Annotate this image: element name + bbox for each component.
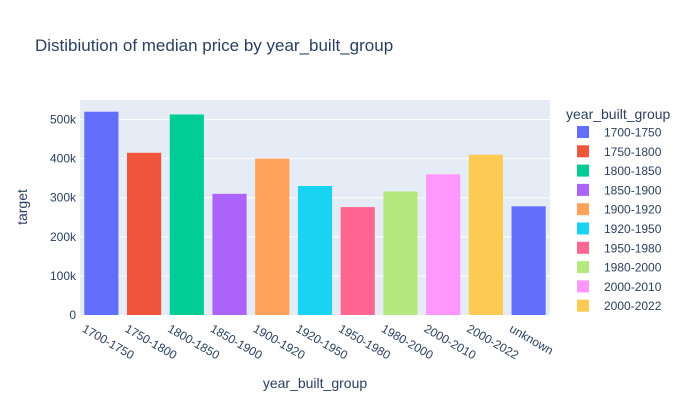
x-axis-ticks: 1700-17501750-18001800-18501850-19001900… [80,321,556,362]
y-tick-label: 0 [69,308,76,322]
y-tick-label: 100k [50,269,77,283]
legend-item[interactable]: 1980-2000 [577,261,662,275]
legend-items: 1700-1750 1750-1800 1800-1850 1850-1900 1900… [577,126,662,313]
legend-label: 1980-2000 [604,261,662,275]
legend-label: 1800-1850 [604,164,662,178]
legend-item[interactable]: 1950-1980 [577,241,662,255]
bar[interactable] [511,206,546,315]
legend-item[interactable]: 1850-1900 [577,183,662,197]
y-tick-label: 200k [50,230,77,244]
legend-title: year_built_group [566,106,671,122]
y-tick-label: 300k [50,191,77,205]
legend-label: 2000-2010 [604,280,662,294]
bar[interactable] [340,207,375,315]
bar[interactable] [426,174,461,315]
y-axis-title: target [14,189,30,225]
bar[interactable] [468,154,503,315]
y-tick-label: 500k [50,113,77,127]
legend-swatch [577,280,589,293]
legend-label: 1900-1920 [604,203,662,217]
legend: year_built_group 1700-1750 1750-1800 1800-… [566,106,671,313]
legend-swatch [577,164,589,177]
y-axis-ticks: 0 100k 200k 300k 400k 500k [50,113,77,322]
legend-item[interactable]: 1800-1850 [577,164,662,178]
legend-label: 1850-1900 [604,183,662,197]
legend-swatch [577,145,589,158]
legend-item[interactable]: 2000-2010 [577,280,662,294]
bar[interactable] [169,114,204,315]
legend-item[interactable]: 1920-1950 [577,222,662,236]
bar[interactable] [127,152,162,315]
x-axis-title: year_built_group [263,375,368,391]
y-tick-label: 400k [50,152,77,166]
legend-item[interactable]: 1900-1920 [577,203,662,217]
legend-swatch [577,299,589,312]
bar[interactable] [212,193,247,315]
bar[interactable] [297,186,333,315]
legend-swatch [577,203,589,216]
legend-swatch [577,261,589,274]
legend-label: 1920-1950 [604,222,662,236]
legend-swatch [577,183,589,196]
bar[interactable] [84,111,119,316]
legend-label: 1750-1800 [604,145,662,159]
chart-title: Distibiution of median price by year_bui… [35,36,393,55]
legend-item[interactable]: 1750-1800 [577,145,662,159]
bar[interactable] [255,158,290,315]
legend-swatch [577,222,589,235]
legend-label: 1950-1980 [604,241,662,255]
legend-label: 2000-2022 [604,299,662,313]
legend-swatch [577,241,589,254]
bars [84,111,546,316]
legend-item[interactable]: 1700-1750 [577,126,662,140]
bar[interactable] [383,191,418,315]
legend-item[interactable]: 2000-2022 [577,299,662,313]
legend-swatch [577,126,589,138]
legend-label: 1700-1750 [604,126,662,140]
